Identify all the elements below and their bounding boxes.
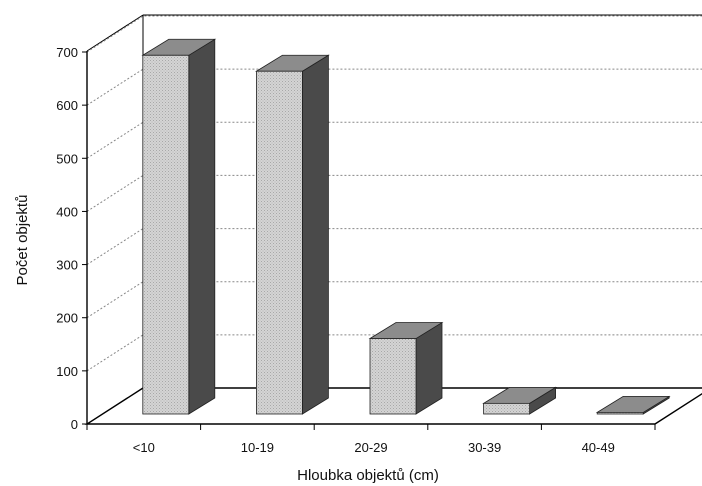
gridline	[86, 174, 702, 212]
side-wall-top-edge	[86, 14, 144, 52]
y-tick-label: 0	[71, 417, 78, 432]
bar-front	[483, 402, 531, 415]
x-tick-label: 20-29	[354, 440, 387, 455]
bar-front	[596, 412, 644, 415]
x-axis-title: Hloubka objektů (cm)	[297, 467, 439, 484]
x-tick-label: <10	[133, 440, 155, 455]
gridline	[86, 281, 702, 319]
y-tick-label: 200	[56, 311, 78, 326]
y-tick-label: 300	[56, 258, 78, 273]
bar-1	[141, 38, 217, 415]
bar-front	[369, 338, 417, 415]
gridline	[86, 121, 702, 159]
bar-3	[368, 321, 444, 415]
y-tick-label: 600	[56, 98, 78, 113]
bars	[141, 38, 671, 415]
gridline	[86, 15, 702, 53]
x-axis: <10 10-19 20-29 30-39 40-49	[86, 424, 656, 455]
y-axis: 0 100 200 300 400 500 600 700	[56, 45, 88, 432]
x-tick-label: 10-19	[241, 440, 274, 455]
gridline	[86, 334, 702, 372]
bar-2	[254, 54, 330, 415]
y-tick-label: 100	[56, 364, 78, 379]
bar-side	[188, 38, 216, 415]
bar-front	[255, 70, 303, 415]
x-tick-label: 30-39	[468, 440, 501, 455]
bar-4	[482, 386, 558, 415]
bar-side	[301, 54, 329, 415]
gridlines	[86, 15, 702, 372]
gridline	[86, 228, 702, 265]
y-tick-label: 500	[56, 151, 78, 166]
x-tick-label: 40-49	[582, 440, 615, 455]
y-tick-label: 400	[56, 204, 78, 219]
bar-front	[142, 54, 190, 415]
bar-5	[595, 395, 671, 415]
y-axis-title: Počet objektů	[14, 195, 31, 286]
y-tick-label: 700	[56, 45, 78, 60]
gridline	[86, 68, 702, 106]
